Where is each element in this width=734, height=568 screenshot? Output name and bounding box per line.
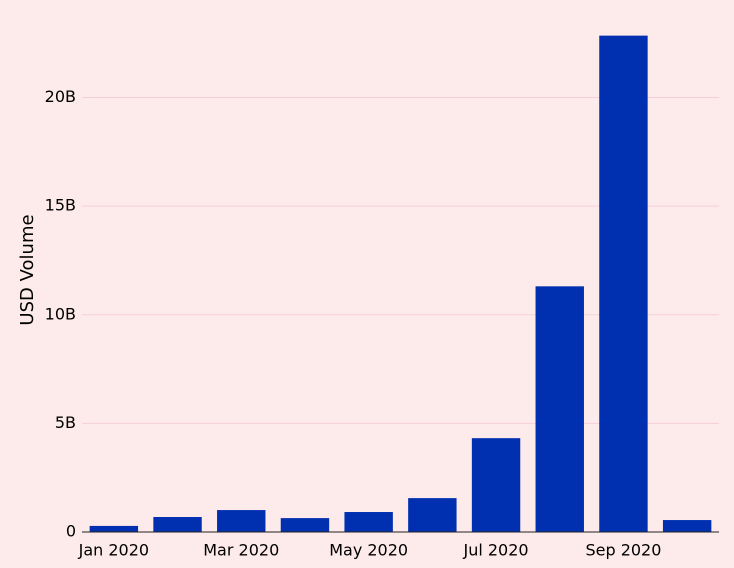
y-tick-label: 20B (45, 87, 76, 106)
x-tick-label: Sep 2020 (585, 541, 661, 560)
y-tick-label: 5B (55, 413, 76, 432)
bar (280, 518, 330, 532)
bar (408, 498, 457, 532)
x-tick-label: Jul 2020 (462, 541, 528, 560)
bar (535, 286, 584, 532)
x-tick-label: Mar 2020 (203, 541, 279, 560)
x-tick-label: May 2020 (329, 541, 408, 560)
y-tick-label: 10B (45, 304, 76, 323)
bar (217, 510, 266, 532)
bar (89, 525, 139, 532)
bar (599, 35, 648, 532)
y-axis-title: USD Volume (17, 214, 38, 325)
bar (344, 512, 393, 532)
bar (471, 438, 521, 532)
y-tick-label: 15B (45, 196, 76, 215)
bar (662, 520, 712, 532)
y-tick-label: 0 (66, 522, 76, 541)
bar (153, 517, 202, 532)
x-tick-label: Jan 2020 (78, 541, 149, 560)
